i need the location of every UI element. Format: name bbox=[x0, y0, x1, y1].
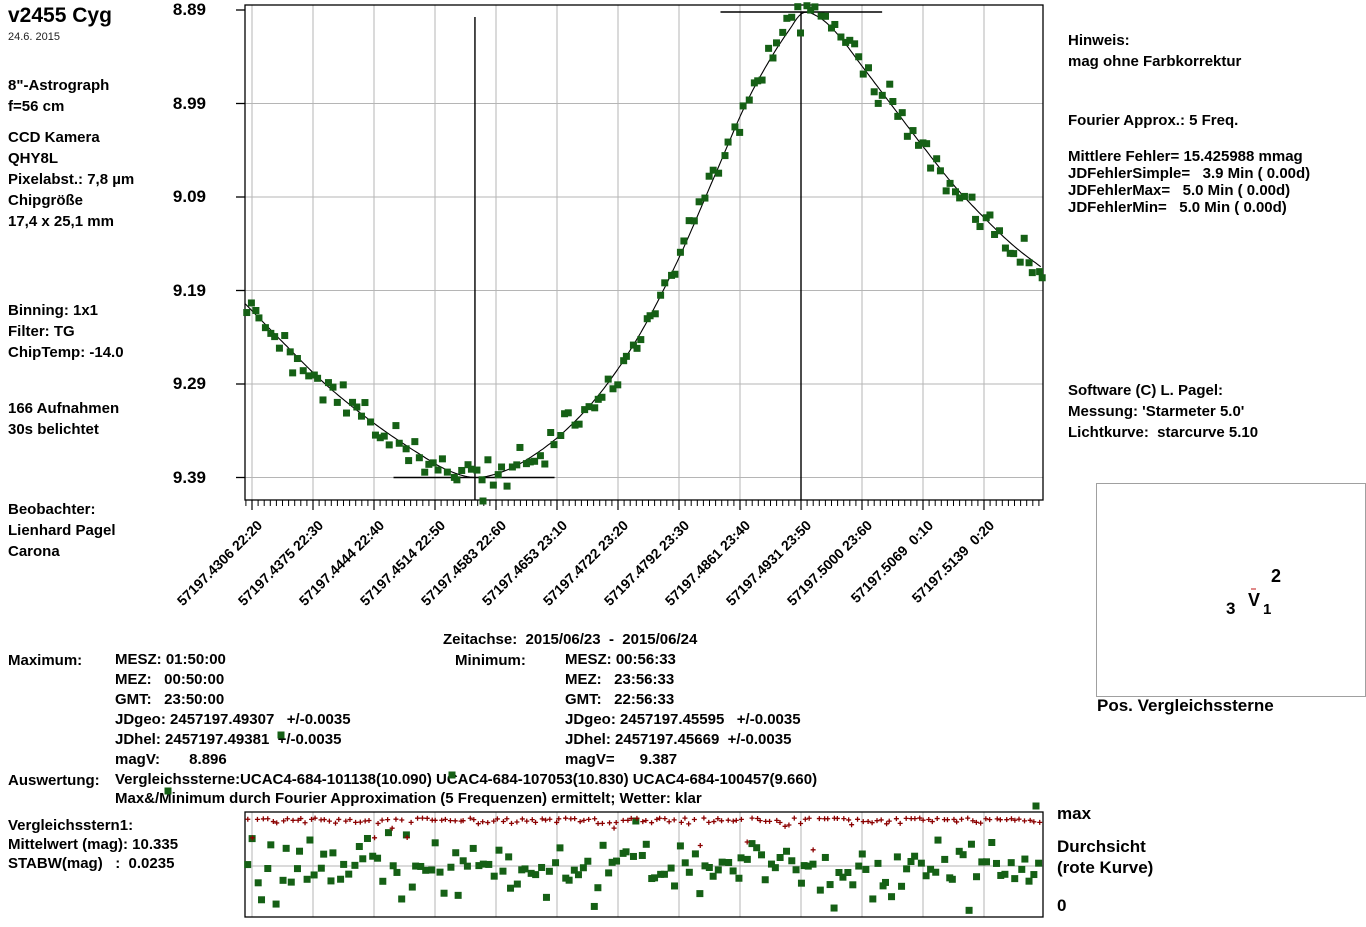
observer-info: Beobachter: Lienhard Pagel Carona bbox=[8, 501, 116, 560]
comparison-star-stats: Vergleichsstern1: Mittelwert (mag): 10.3… bbox=[8, 817, 179, 872]
comp-star-1-label: 1 bbox=[1263, 601, 1272, 618]
hinweis-note: Hinweis: mag ohne Farbkorrektur bbox=[1068, 32, 1242, 70]
time-axis-caption: Zeitachse: 2015/06/23 - 2015/06/24 bbox=[443, 631, 698, 648]
y-axis-tick-label: 9.19 bbox=[172, 280, 206, 300]
pos-box-caption: Pos. Vergleichssterne bbox=[1097, 696, 1274, 715]
transparency-axis-max: max bbox=[1057, 804, 1092, 823]
minimum-values: MESZ: 00:56:33 MEZ: 23:56:33 GMT: 22:56:… bbox=[565, 651, 801, 768]
page-title: v2455 Cyg bbox=[8, 4, 112, 27]
software-info: Software (C) L. Pagel: Messung: 'Starmet… bbox=[1068, 382, 1259, 441]
capture-settings: Binning: 1x1 Filter: TG ChipTemp: -14.0 bbox=[8, 302, 124, 361]
comp-star-3-label: 3 bbox=[1226, 599, 1236, 618]
minimum-label: Minimum: bbox=[455, 652, 526, 669]
maximum-values: MESZ: 01:50:00 MEZ: 00:50:00 GMT: 23:50:… bbox=[115, 651, 351, 768]
y-axis-tick-label: 8.99 bbox=[172, 93, 206, 113]
telescope-info: 8"-Astrograph f=56 cm bbox=[8, 77, 110, 115]
transparency-axis-zero: 0 bbox=[1057, 896, 1067, 915]
camera-info: CCD Kamera QHY8L Pixelabst.: 7,8 µm Chip… bbox=[8, 129, 135, 230]
y-axis-tick-label: 9.29 bbox=[172, 374, 206, 393]
report-date: 24.6. 2015 bbox=[8, 31, 60, 43]
exposure-info: 166 Aufnahmen 30s belichtet bbox=[8, 400, 120, 438]
comparison-star-position-box: 2 V 1 3 bbox=[1096, 483, 1366, 697]
y-axis-tick-label: 8.89 bbox=[172, 0, 206, 19]
y-axis-tick-label: 9.39 bbox=[172, 467, 206, 487]
maximum-label: Maximum: bbox=[8, 652, 83, 669]
transparency-legend-line2: (rote Kurve) bbox=[1057, 858, 1154, 877]
auswertung-text: Vergleichssterne:UCAC4-684-101138(10.090… bbox=[115, 771, 818, 807]
fourier-approx: Fourier Approx.: 5 Freq. bbox=[1068, 112, 1239, 129]
variable-star-marker bbox=[1251, 588, 1256, 590]
transparency-legend-line1: Durchsicht bbox=[1057, 837, 1146, 856]
error-summary: Mittlere Fehler= 15.425988 mmag JDFehler… bbox=[1068, 148, 1311, 216]
auswertung-label: Auswertung: bbox=[8, 772, 100, 789]
variable-star-v-label: V bbox=[1248, 590, 1261, 610]
y-axis-tick-label: 9.09 bbox=[172, 187, 206, 206]
comp-star-2-label: 2 bbox=[1271, 566, 1282, 586]
